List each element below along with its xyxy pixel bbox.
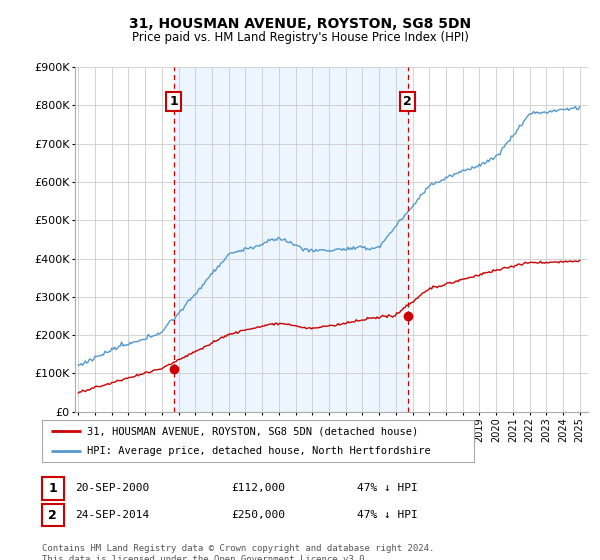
Text: 1: 1 xyxy=(170,95,178,108)
Text: 47% ↓ HPI: 47% ↓ HPI xyxy=(357,510,418,520)
Bar xyxy=(174,67,408,412)
Text: 47% ↓ HPI: 47% ↓ HPI xyxy=(357,483,418,493)
Text: 2: 2 xyxy=(403,95,412,108)
Text: 20-SEP-2000: 20-SEP-2000 xyxy=(75,483,149,493)
Text: £112,000: £112,000 xyxy=(231,483,285,493)
Text: 31, HOUSMAN AVENUE, ROYSTON, SG8 5DN: 31, HOUSMAN AVENUE, ROYSTON, SG8 5DN xyxy=(129,17,471,31)
Text: Price paid vs. HM Land Registry's House Price Index (HPI): Price paid vs. HM Land Registry's House … xyxy=(131,31,469,44)
Text: 24-SEP-2014: 24-SEP-2014 xyxy=(75,510,149,520)
Text: 31, HOUSMAN AVENUE, ROYSTON, SG8 5DN (detached house): 31, HOUSMAN AVENUE, ROYSTON, SG8 5DN (de… xyxy=(88,426,419,436)
Text: HPI: Average price, detached house, North Hertfordshire: HPI: Average price, detached house, Nort… xyxy=(88,446,431,456)
Text: 2: 2 xyxy=(49,508,57,522)
Text: 1: 1 xyxy=(49,482,57,495)
Text: £250,000: £250,000 xyxy=(231,510,285,520)
Text: Contains HM Land Registry data © Crown copyright and database right 2024.
This d: Contains HM Land Registry data © Crown c… xyxy=(42,544,434,560)
